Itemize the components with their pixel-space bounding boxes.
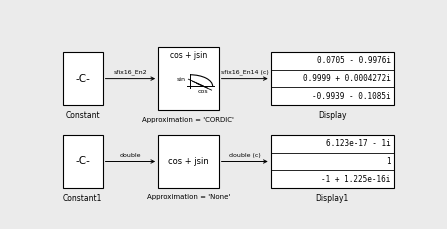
Text: double: double (120, 153, 141, 158)
Text: sfix16_En2: sfix16_En2 (114, 70, 147, 75)
Bar (158, 47, 219, 110)
Text: cos + jsin: cos + jsin (170, 51, 207, 60)
Text: -1 + 1.225e-16i: -1 + 1.225e-16i (321, 175, 391, 184)
Text: -C-: -C- (75, 74, 90, 84)
Text: Display: Display (318, 111, 346, 120)
Text: 0.9999 + 0.0004272i: 0.9999 + 0.0004272i (303, 74, 391, 83)
Text: sfix16_En14 (c): sfix16_En14 (c) (221, 70, 269, 75)
Bar (271, 135, 394, 188)
Bar (158, 135, 219, 188)
Text: cos: cos (197, 89, 208, 93)
Text: Approximation = 'CORDIC': Approximation = 'CORDIC' (143, 117, 234, 123)
Bar (271, 52, 394, 105)
Text: 1: 1 (386, 157, 391, 166)
Text: Constant: Constant (65, 111, 100, 120)
Text: double (c): double (c) (229, 153, 261, 158)
Text: -0.9939 - 0.1085i: -0.9939 - 0.1085i (312, 92, 391, 101)
Text: -C-: -C- (75, 156, 90, 166)
Text: Approximation = 'None': Approximation = 'None' (147, 194, 230, 200)
Text: Display1: Display1 (316, 194, 349, 203)
Text: 0.0705 - 0.9976i: 0.0705 - 0.9976i (317, 57, 391, 65)
Text: 6.123e-17 - 1i: 6.123e-17 - 1i (326, 139, 391, 148)
Text: Constant1: Constant1 (63, 194, 102, 203)
Bar (63, 135, 103, 188)
Text: cos + jsin: cos + jsin (168, 157, 209, 166)
Text: sin: sin (177, 77, 186, 82)
Bar (63, 52, 103, 105)
